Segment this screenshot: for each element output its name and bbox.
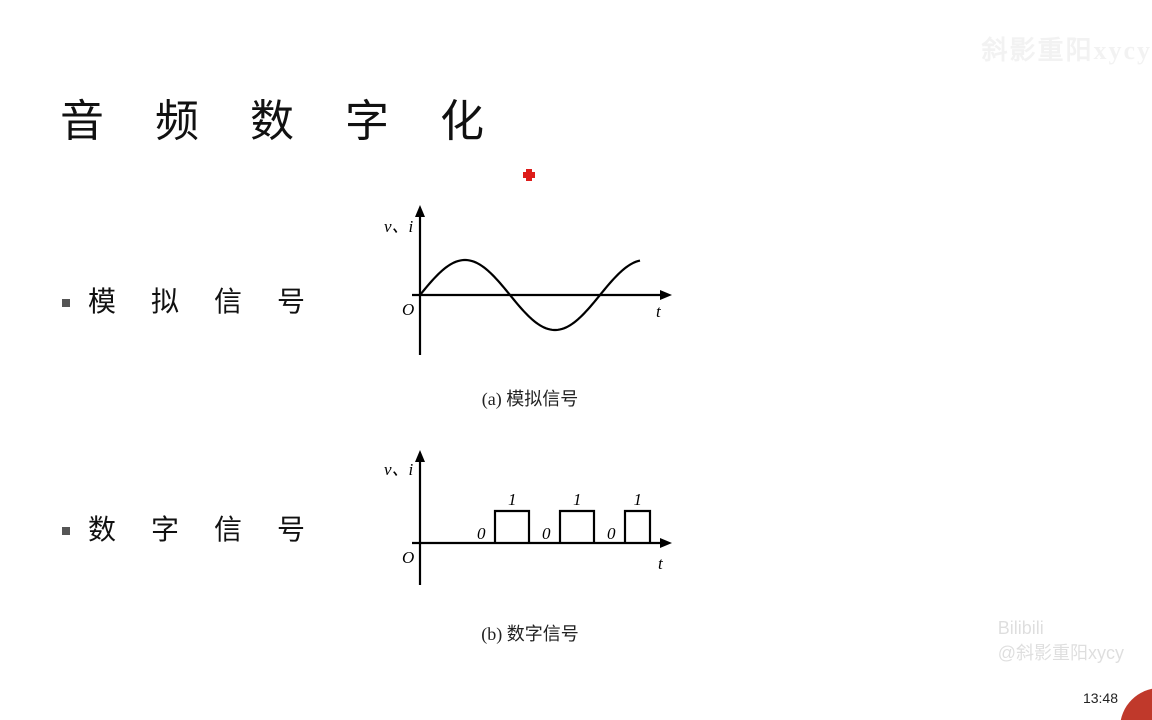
diagram-analog: v、i t O (a) 模拟信号 xyxy=(370,200,690,411)
diagram-digital-caption: (b) 数字信号 xyxy=(370,620,690,646)
svg-text:O: O xyxy=(402,548,414,567)
watermark-line1: Bilibili xyxy=(998,616,1124,640)
bullet-analog: 模 拟 信 号 xyxy=(62,280,319,320)
bullet-label: 数 字 信 号 xyxy=(88,515,319,546)
bullet-label: 模 拟 信 号 xyxy=(88,287,319,318)
svg-text:1: 1 xyxy=(508,490,517,509)
svg-text:t: t xyxy=(656,302,662,321)
slide-root: 音 频 数 字 化 模 拟 信 号 数 字 信 号 v、i t O (a) 模拟信号… xyxy=(0,0,1152,720)
watermark-bottom: Bilibili @斜影重阳xycy xyxy=(998,616,1124,665)
svg-text:0: 0 xyxy=(607,524,616,543)
svg-text:v、i: v、i xyxy=(384,217,414,236)
svg-text:0: 0 xyxy=(477,524,486,543)
digital-signal-plot: 101010v、itO xyxy=(370,435,690,605)
svg-text:1: 1 xyxy=(634,490,643,509)
diagram-analog-caption: (a) 模拟信号 xyxy=(370,385,690,411)
analog-signal-plot: v、i t O xyxy=(370,200,690,370)
svg-text:v、i: v、i xyxy=(384,460,414,479)
bullet-digital: 数 字 信 号 xyxy=(62,508,319,548)
watermark-line2: @斜影重阳xycy xyxy=(998,641,1124,665)
bullet-marker-icon xyxy=(62,527,70,535)
svg-text:O: O xyxy=(402,300,414,319)
diagram-digital: 101010v、itO (b) 数字信号 xyxy=(370,435,690,646)
svg-text:t: t xyxy=(658,554,664,573)
timestamp: 13:48 xyxy=(1083,690,1118,706)
page-title: 音 频 数 字 化 xyxy=(60,85,504,149)
cursor-marker xyxy=(522,168,536,182)
svg-text:1: 1 xyxy=(573,490,582,509)
svg-text:0: 0 xyxy=(542,524,551,543)
corner-accent-icon xyxy=(1114,682,1152,720)
bullet-marker-icon xyxy=(62,299,70,307)
watermark-top: 斜影重阳xycy xyxy=(981,30,1152,67)
